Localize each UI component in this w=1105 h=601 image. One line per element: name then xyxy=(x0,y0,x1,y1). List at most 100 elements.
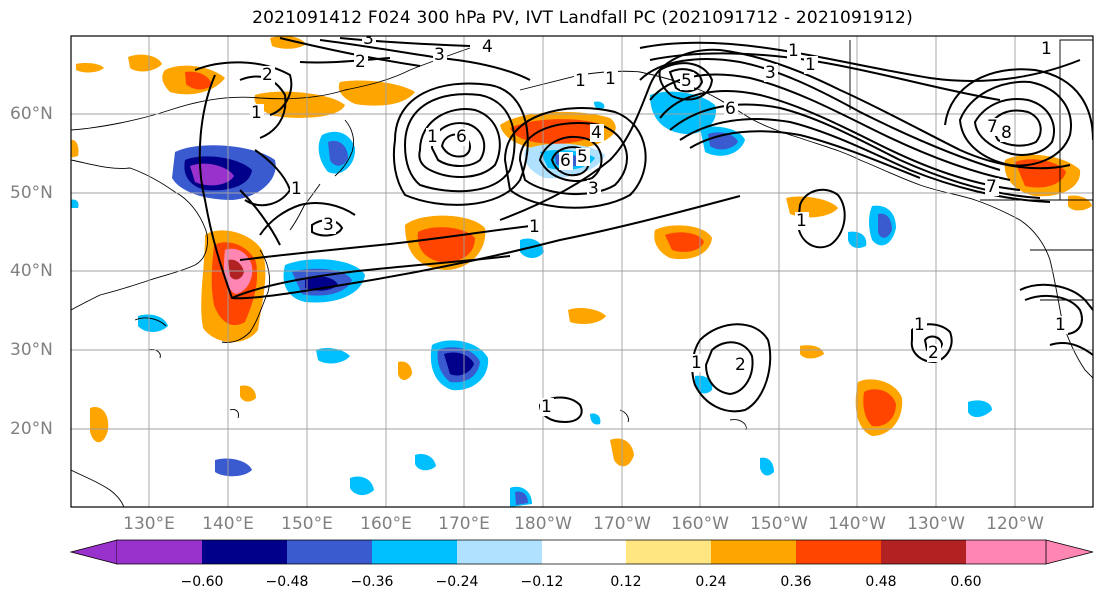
contour-label: 1 xyxy=(796,211,807,231)
contour-label: 1 xyxy=(251,103,262,123)
lat-label: 20°N xyxy=(10,419,53,439)
contour-label: 8 xyxy=(1001,123,1012,143)
pv-positive-blob xyxy=(568,308,606,324)
colorbar-tick: −0.48 xyxy=(265,574,309,590)
lat-label: 40°N xyxy=(10,261,53,281)
colorbar-bin xyxy=(287,540,372,564)
colorbar-bin xyxy=(626,540,711,564)
lat-label: 60°N xyxy=(10,104,53,124)
colorbar-tick: −0.12 xyxy=(520,574,564,590)
lon-label: 120°W xyxy=(986,514,1044,534)
contour-label: 2 xyxy=(928,343,939,363)
colorbar-bin xyxy=(202,540,287,564)
colorbar-bin xyxy=(796,540,881,564)
lon-label: 150°W xyxy=(750,514,808,534)
pv-negative-blob xyxy=(695,375,713,394)
pv-negative-blob xyxy=(594,101,605,109)
contour-label: 1 xyxy=(529,217,540,237)
pv-positive-blob xyxy=(1068,195,1092,211)
lon-label: 150°E xyxy=(281,514,333,534)
contour-label: 1 xyxy=(605,69,616,89)
map-frame xyxy=(70,35,1094,508)
colorbar-tick: 0.48 xyxy=(865,574,897,590)
pv-negative-blob xyxy=(590,413,601,425)
contour-label: 4 xyxy=(482,37,493,57)
pv-negative-blob xyxy=(444,352,474,376)
pv-negative-blob xyxy=(415,454,436,471)
pv-positive-blob xyxy=(228,259,244,280)
pv-positive-blob xyxy=(863,389,896,427)
pv-negative-blob xyxy=(350,476,374,496)
contour-label: 3 xyxy=(323,215,334,235)
pv-negative-blob xyxy=(138,314,168,332)
colorbar-tick: 0.24 xyxy=(695,574,727,590)
pv-positive-blob xyxy=(71,139,79,158)
colorbar-tick: −0.60 xyxy=(180,574,224,590)
pv-negative-blob xyxy=(650,91,716,135)
pv-positive-blob xyxy=(270,36,306,49)
lon-label: 130°W xyxy=(907,514,965,534)
pv-positive-blob xyxy=(800,345,824,359)
contour-label: 1 xyxy=(691,353,702,373)
colorbar xyxy=(69,539,1094,565)
lon-label: 170°E xyxy=(438,514,490,534)
pv-negative-blob xyxy=(71,199,79,208)
pv-negative-blob xyxy=(328,140,348,166)
pv-positive-blob xyxy=(240,385,256,402)
pv-negative-blob xyxy=(316,348,350,364)
colorbar-tick: 0.36 xyxy=(780,574,812,590)
colorbar-bin xyxy=(457,540,542,564)
contour-label: 3 xyxy=(363,29,374,49)
lon-label: 170°W xyxy=(593,514,651,534)
pv-negative-blob xyxy=(520,238,544,258)
contour-label: 7 xyxy=(987,117,998,137)
ivt-contours xyxy=(194,37,1093,424)
colorbar-bin xyxy=(966,540,1046,564)
colorbar-tick: −0.24 xyxy=(435,574,479,590)
pv-positive-blob xyxy=(128,54,162,72)
contour-label: 5 xyxy=(577,147,588,167)
pv-positive-blob xyxy=(1015,159,1066,188)
pv-positive-blob xyxy=(76,63,104,73)
colorbar-bin xyxy=(542,540,626,564)
lon-label: 180°W xyxy=(514,514,572,534)
pv-positive-blob xyxy=(90,406,109,443)
colorbar-tick: −0.36 xyxy=(350,574,394,590)
colorbar-extend-high xyxy=(1045,539,1094,565)
contour-label: 1 xyxy=(541,397,552,417)
contour-label: 3 xyxy=(588,179,599,199)
lon-label: 160°W xyxy=(671,514,729,534)
colorbar-bin xyxy=(117,540,202,564)
chart-title: 2021091412 F024 300 hPa PV, IVT Landfall… xyxy=(252,8,913,28)
lon-label: 160°E xyxy=(360,514,412,534)
pv-positive-blob xyxy=(185,71,212,90)
contour-label: 1 xyxy=(1055,315,1066,335)
contour-label: 2 xyxy=(735,355,746,375)
pv-negative-blob xyxy=(215,458,252,477)
pv-negative-blob xyxy=(760,457,774,476)
contour-label: 1 xyxy=(914,315,925,335)
contour-label: 1 xyxy=(1041,39,1052,59)
contour-label: 5 xyxy=(681,71,692,91)
contour-label: 6 xyxy=(560,151,571,171)
contour-label: 1 xyxy=(788,41,799,61)
colorbar-bin xyxy=(372,540,457,564)
pv-negative-blob xyxy=(878,213,892,238)
contour-labels: 3 4 3 2 2 1 6 4 6 5 3 1 3 1 xyxy=(250,29,1068,417)
colorbar-tick: 0.60 xyxy=(950,574,982,590)
pv-positive-blob xyxy=(398,361,412,380)
colorbar-bin xyxy=(881,540,966,564)
colorbar-bin xyxy=(711,540,796,564)
colorbar-extend-low xyxy=(69,539,118,565)
lat-label: 50°N xyxy=(10,183,53,203)
lon-label: 140°E xyxy=(202,514,254,534)
pv-negative-blob xyxy=(515,491,528,505)
contour-label: 1 xyxy=(427,127,438,147)
contour-label: 2 xyxy=(355,52,366,72)
contour-label: 3 xyxy=(765,63,776,83)
contour-label: 1 xyxy=(575,71,586,91)
lon-label: 130°E xyxy=(123,514,175,534)
contour-label: 3 xyxy=(434,45,445,65)
contour-label: 4 xyxy=(591,123,602,143)
